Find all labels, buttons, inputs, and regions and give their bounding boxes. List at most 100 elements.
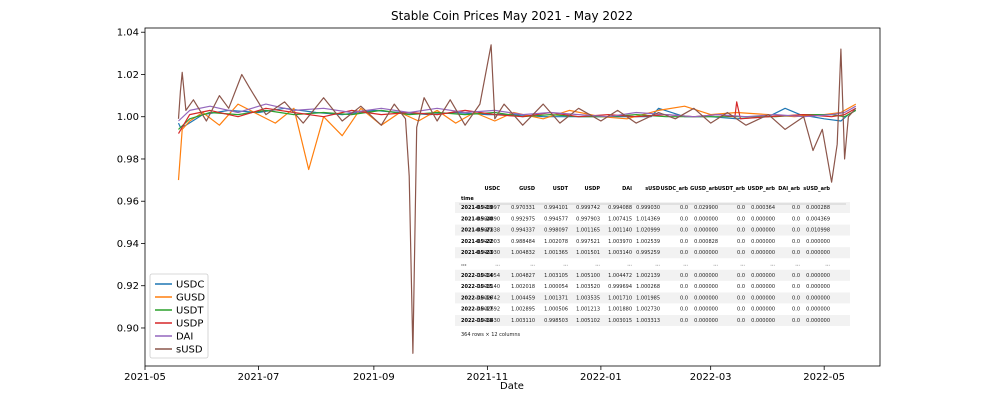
table-column-header: GUSD bbox=[519, 186, 535, 192]
table-cell: 0.0 bbox=[737, 228, 745, 234]
table-row-index: 2021-05-19 bbox=[461, 205, 494, 211]
y-tick-label: 0.96 bbox=[117, 197, 139, 208]
table-footer: 364 rows × 12 columns bbox=[461, 332, 521, 338]
table-cell: 0.000288 bbox=[806, 205, 830, 211]
y-tick-label: 0.92 bbox=[117, 281, 139, 292]
table-cell: 0.0 bbox=[792, 216, 800, 222]
table-cell: 0.0 bbox=[737, 284, 745, 290]
table-cell: 0.994088 bbox=[608, 205, 632, 211]
table-cell: 0.000000 bbox=[751, 228, 775, 234]
x-tick-label: 2022-03 bbox=[690, 372, 732, 383]
table-cell: 1.002692 bbox=[476, 307, 500, 313]
table-cell: 0.994101 bbox=[544, 205, 568, 211]
table-row-stripe bbox=[455, 315, 850, 326]
table-cell: 1.001371 bbox=[544, 295, 568, 301]
table-column-header: sUSD_arb bbox=[803, 186, 830, 192]
table-cell: 1.003313 bbox=[636, 318, 660, 324]
table-column-header: DAI_arb bbox=[778, 186, 800, 192]
legend-label: USDP bbox=[176, 319, 203, 330]
table-cell: 0.0 bbox=[737, 273, 745, 279]
table-cell: 0.000000 bbox=[694, 284, 718, 290]
table-cell: ... bbox=[825, 262, 830, 268]
table-cell: 0.0 bbox=[737, 216, 745, 222]
table-cell: 0.029900 bbox=[694, 205, 718, 211]
y-tick-label: 0.98 bbox=[117, 154, 139, 165]
x-tick-label: 2021-05 bbox=[124, 372, 166, 383]
table-cell: ... bbox=[655, 262, 660, 268]
table-cell: ... bbox=[683, 262, 688, 268]
table-cell: 0.000828 bbox=[694, 239, 718, 245]
table-cell: 0.0 bbox=[680, 250, 688, 256]
table-cell: 1.003520 bbox=[576, 284, 600, 290]
table-cell: 1.007415 bbox=[608, 216, 632, 222]
table-cell: 0.997838 bbox=[476, 228, 500, 234]
table-column-header: GUSD_arb bbox=[690, 186, 718, 192]
table-cell: ... bbox=[595, 262, 600, 268]
table-column-header: USDP bbox=[585, 186, 601, 192]
table-cell: 1.014369 bbox=[636, 216, 660, 222]
table-column-header: sUSD bbox=[645, 186, 660, 192]
table-row-index: 2021-05-22 bbox=[461, 239, 494, 245]
table-cell: 0.000000 bbox=[751, 239, 775, 245]
table-row-stripe bbox=[455, 292, 850, 304]
table-cell: 0.999694 bbox=[608, 284, 632, 290]
table-cell: 0.000000 bbox=[806, 318, 830, 324]
table-cell: 0.000000 bbox=[694, 228, 718, 234]
table-cell: 0.000364 bbox=[751, 205, 775, 211]
table-cell: ... bbox=[795, 262, 800, 268]
table-cell: 1.004472 bbox=[608, 273, 632, 279]
table-row-index: 2022-05-16 bbox=[461, 295, 494, 301]
table-cell: 0.0 bbox=[680, 295, 688, 301]
table-cell: 0.994890 bbox=[476, 216, 500, 222]
table-cell: 1.000268 bbox=[636, 284, 660, 290]
table-column-header: USDC_arb bbox=[661, 186, 689, 192]
table-cell: ... bbox=[627, 262, 632, 268]
table-cell: 0.0 bbox=[792, 295, 800, 301]
table-cell: 0.996030 bbox=[476, 250, 500, 256]
x-tick-label: 2021-11 bbox=[466, 372, 508, 383]
table-cell: 1.002895 bbox=[511, 307, 535, 313]
table-cell: 1.001710 bbox=[608, 295, 632, 301]
table-cell: 1.005100 bbox=[576, 273, 600, 279]
table-column-header: USDC bbox=[485, 186, 501, 192]
table-cell: 1.003110 bbox=[511, 318, 535, 324]
table-row-index: 2021-05-21 bbox=[461, 228, 494, 234]
series-line-usdc bbox=[177, 107, 857, 128]
table-cell: 0.0 bbox=[792, 307, 800, 313]
table-cell: 0.0 bbox=[792, 284, 800, 290]
table-row-index: 2022-05-18 bbox=[461, 318, 494, 324]
table-cell: 0.000000 bbox=[694, 250, 718, 256]
table-row-index: 2021-05-20 bbox=[461, 216, 494, 222]
table-cell: 0.000000 bbox=[806, 250, 830, 256]
data-table: USDC GUSD USDT USDP DAI sUSD USDC_arb GUSD_arb U… bbox=[455, 183, 850, 348]
table-cell: 1.000054 bbox=[544, 284, 568, 290]
table-cell: 0.994337 bbox=[511, 228, 535, 234]
table-cell: 1.004827 bbox=[511, 273, 535, 279]
x-tick-label: 2022-05 bbox=[803, 372, 845, 383]
table-row-index: 2022-05-14 bbox=[461, 273, 494, 279]
table-cell: 1.001501 bbox=[576, 250, 600, 256]
table-cell: 0.0 bbox=[680, 284, 688, 290]
legend-label: USDC bbox=[176, 280, 204, 291]
table-cell: 1.002730 bbox=[636, 307, 660, 313]
table-cell: 1.003105 bbox=[544, 273, 568, 279]
table-cell: 0.0 bbox=[737, 295, 745, 301]
x-tick-label: 2021-09 bbox=[353, 372, 395, 383]
table-cell: 0.000000 bbox=[806, 295, 830, 301]
table-cell: 0.000000 bbox=[751, 273, 775, 279]
table-cell: 1.000506 bbox=[544, 307, 568, 313]
table-cell: 0.0 bbox=[680, 273, 688, 279]
table-cell: 0.0 bbox=[792, 228, 800, 234]
table-cell: 1.002018 bbox=[511, 284, 535, 290]
table-cell: 0.000000 bbox=[694, 318, 718, 324]
table-row-index: 2022-05-17 bbox=[461, 307, 494, 313]
table-cell: 0.000000 bbox=[751, 318, 775, 324]
table-cell: 1.001140 bbox=[608, 228, 632, 234]
legend: USDC GUSD USDT USDP DAI sUSD bbox=[149, 273, 209, 359]
table-row-stripe bbox=[455, 202, 850, 213]
table-cell: 0.998003 bbox=[476, 239, 500, 245]
table-cell: 0.0 bbox=[737, 205, 745, 211]
legend-label: USDT bbox=[176, 306, 204, 317]
table-column-header: USDP_arb bbox=[748, 186, 776, 192]
x-axis-label: Date bbox=[500, 381, 524, 392]
